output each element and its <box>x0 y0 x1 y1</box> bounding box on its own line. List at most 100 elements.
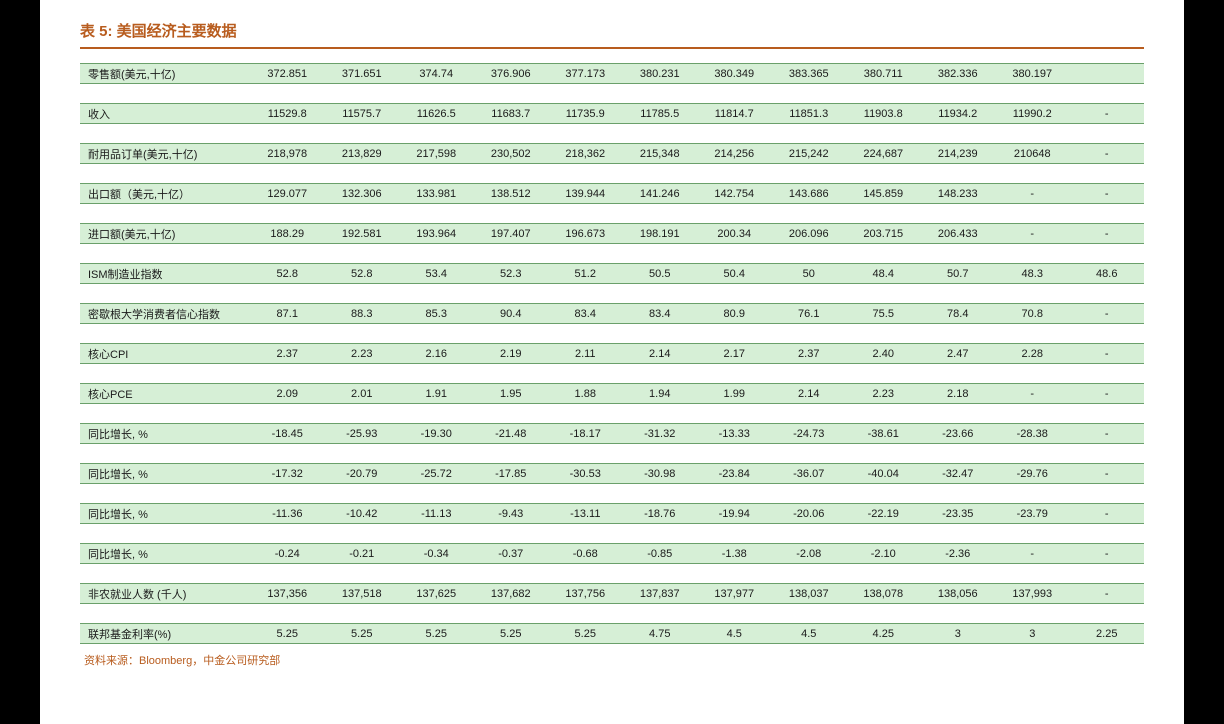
spacer-row <box>80 284 1144 304</box>
cell: 2.19 <box>474 344 549 364</box>
cell: 90.4 <box>474 304 549 324</box>
cell: -20.06 <box>772 504 847 524</box>
cell: -0.37 <box>474 544 549 564</box>
cell: -18.17 <box>548 424 623 444</box>
cell: 143.686 <box>772 184 847 204</box>
cell: 2.28 <box>995 344 1070 364</box>
cell: 383.365 <box>772 64 847 84</box>
row-label: 核心CPI <box>80 344 250 364</box>
cell: 83.4 <box>548 304 623 324</box>
cell: 53.4 <box>399 264 474 284</box>
cell: 50.5 <box>623 264 698 284</box>
cell: - <box>1070 144 1145 164</box>
cell: 2.23 <box>325 344 400 364</box>
cell: 218,978 <box>250 144 325 164</box>
row-label: 耐用品订单(美元,十亿) <box>80 144 250 164</box>
cell: 210648 <box>995 144 1070 164</box>
cell: 188.29 <box>250 224 325 244</box>
cell: - <box>1070 504 1145 524</box>
cell: -22.19 <box>846 504 921 524</box>
cell: 11814.7 <box>697 104 772 124</box>
row-label: 出口额（美元,十亿） <box>80 184 250 204</box>
cell: 75.5 <box>846 304 921 324</box>
cell: 4.5 <box>772 624 847 644</box>
cell: 11785.5 <box>623 104 698 124</box>
cell: - <box>1070 584 1145 604</box>
cell: -30.98 <box>623 464 698 484</box>
table-row: 同比增长, %-17.32-20.79-25.72-17.85-30.53-30… <box>80 464 1144 484</box>
cell: 3 <box>995 624 1070 644</box>
cell: 137,756 <box>548 584 623 604</box>
cell: 48.3 <box>995 264 1070 284</box>
cell: 203.715 <box>846 224 921 244</box>
cell: 2.09 <box>250 384 325 404</box>
table-row: 非农就业人数 (千人)137,356137,518137,625137,6821… <box>80 584 1144 604</box>
cell: 371.651 <box>325 64 400 84</box>
cell: 88.3 <box>325 304 400 324</box>
row-label: 同比增长, % <box>80 424 250 444</box>
cell: -40.04 <box>846 464 921 484</box>
table-row: 收入11529.811575.711626.511683.711735.9117… <box>80 104 1144 124</box>
row-label: 零售额(美元,十亿) <box>80 64 250 84</box>
spacer-row <box>80 84 1144 104</box>
cell: 198.191 <box>623 224 698 244</box>
cell: 48.6 <box>1070 264 1145 284</box>
cell: -17.32 <box>250 464 325 484</box>
table-row: 密歇根大学消费者信心指数87.188.385.390.483.483.480.9… <box>80 304 1144 324</box>
cell: - <box>995 544 1070 564</box>
cell: -2.08 <box>772 544 847 564</box>
page-container: 表 5: 美国经济主要数据 零售额(美元,十亿)372.851371.65137… <box>40 0 1184 724</box>
row-label: 非农就业人数 (千人) <box>80 584 250 604</box>
cell: - <box>1070 344 1145 364</box>
cell: -23.35 <box>921 504 996 524</box>
cell: 137,625 <box>399 584 474 604</box>
cell: -29.76 <box>995 464 1070 484</box>
cell: 4.25 <box>846 624 921 644</box>
cell: - <box>1070 224 1145 244</box>
table-row: 同比增长, %-18.45-25.93-19.30-21.48-18.17-31… <box>80 424 1144 444</box>
cell: 5.25 <box>474 624 549 644</box>
cell: -11.36 <box>250 504 325 524</box>
cell: - <box>1070 104 1145 124</box>
spacer-row <box>80 444 1144 464</box>
cell: 192.581 <box>325 224 400 244</box>
cell: -0.85 <box>623 544 698 564</box>
cell: 137,518 <box>325 584 400 604</box>
cell: 80.9 <box>697 304 772 324</box>
cell: -13.11 <box>548 504 623 524</box>
cell: 2.14 <box>772 384 847 404</box>
cell: -32.47 <box>921 464 996 484</box>
cell: -0.68 <box>548 544 623 564</box>
cell: 50 <box>772 264 847 284</box>
cell: 380.197 <box>995 64 1070 84</box>
cell: 382.336 <box>921 64 996 84</box>
cell: 11934.2 <box>921 104 996 124</box>
table-row: 同比增长, %-11.36-10.42-11.13-9.43-13.11-18.… <box>80 504 1144 524</box>
cell: 2.25 <box>1070 624 1145 644</box>
cell: - <box>995 384 1070 404</box>
cell: 377.173 <box>548 64 623 84</box>
cell: -23.66 <box>921 424 996 444</box>
spacer-row <box>80 524 1144 544</box>
cell: 200.34 <box>697 224 772 244</box>
cell: -23.79 <box>995 504 1070 524</box>
spacer-row <box>80 324 1144 344</box>
cell: -17.85 <box>474 464 549 484</box>
cell: -18.45 <box>250 424 325 444</box>
cell: 206.096 <box>772 224 847 244</box>
cell: 380.349 <box>697 64 772 84</box>
row-label: 联邦基金利率(%) <box>80 624 250 644</box>
cell: 374.74 <box>399 64 474 84</box>
cell: 1.95 <box>474 384 549 404</box>
table-row: 出口额（美元,十亿）129.077132.306133.981138.51213… <box>80 184 1144 204</box>
cell: - <box>1070 464 1145 484</box>
cell: 2.47 <box>921 344 996 364</box>
cell: -11.13 <box>399 504 474 524</box>
spacer-row <box>80 164 1144 184</box>
cell: 11683.7 <box>474 104 549 124</box>
cell: 193.964 <box>399 224 474 244</box>
cell: 83.4 <box>623 304 698 324</box>
cell: 139.944 <box>548 184 623 204</box>
cell: 85.3 <box>399 304 474 324</box>
cell: 137,993 <box>995 584 1070 604</box>
